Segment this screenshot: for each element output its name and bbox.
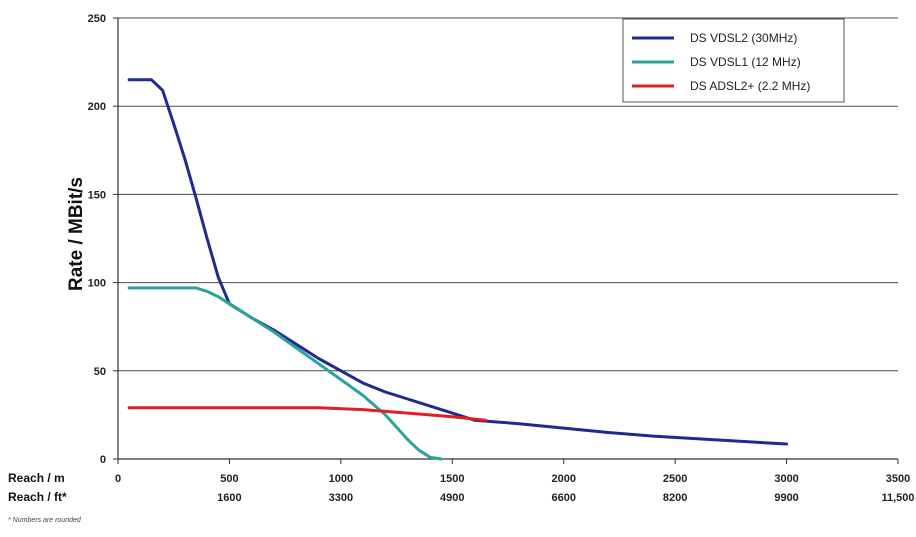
x-tick-label-m-500: 500 <box>220 473 238 485</box>
x-tick-label-ft-1600: 1600 <box>217 492 241 504</box>
x-tick-label-m-1000: 1000 <box>329 473 353 485</box>
x-tick-label-m-3000: 3000 <box>774 473 798 485</box>
y-tick-label-50: 50 <box>94 366 106 378</box>
x-axis-title-feet: Reach / ft* <box>8 490 67 504</box>
y-tick-label-100: 100 <box>88 278 106 290</box>
y-tick-label-250: 250 <box>88 13 106 25</box>
x-tick-label-ft-3300: 3300 <box>329 492 353 504</box>
x-tick-label-ft-9900: 9900 <box>774 492 798 504</box>
series-line-ds-vdsl2-30mhz <box>127 78 789 446</box>
x-tick-label-ft-6600: 6600 <box>551 492 575 504</box>
footnote: * Numbers are rounded <box>8 517 82 524</box>
x-tick-label-ft-8200: 8200 <box>663 492 687 504</box>
axes <box>113 17 899 464</box>
legend-label-vdsl1: DS VDSL1 (12 MHz) <box>690 55 801 69</box>
y-tick-label-200: 200 <box>88 101 106 113</box>
series-line-ds-vdsl1-12-mhz <box>127 286 443 461</box>
x-tick-label-m-0: 0 <box>115 473 121 485</box>
legend-label-adsl2plus: DS ADSL2+ (2.2 MHz) <box>690 79 810 93</box>
x-tick-label-m-2500: 2500 <box>663 473 687 485</box>
legend-label-vdsl2: DS VDSL2 (30MHz) <box>690 31 797 45</box>
legend: DS VDSL2 (30MHz) DS VDSL1 (12 MHz) DS AD… <box>622 18 845 103</box>
x-tick-label-ft-4900: 4900 <box>440 492 464 504</box>
x-tick-label-m-2000: 2000 <box>551 473 575 485</box>
data-series <box>127 78 789 461</box>
x-axis-title-meters: Reach / m <box>8 471 65 485</box>
x-tick-label-ft-11,500: 11,500 <box>881 492 914 504</box>
series-line-ds-adsl2-2-2-mhz <box>127 406 488 422</box>
x-tick-label-m-1500: 1500 <box>440 473 464 485</box>
y-tick-label-150: 150 <box>88 189 106 201</box>
y-tick-label-0: 0 <box>100 454 106 466</box>
y-axis-title: Rate / MBit/s <box>66 177 87 291</box>
x-tick-label-m-3500: 3500 <box>886 473 910 485</box>
